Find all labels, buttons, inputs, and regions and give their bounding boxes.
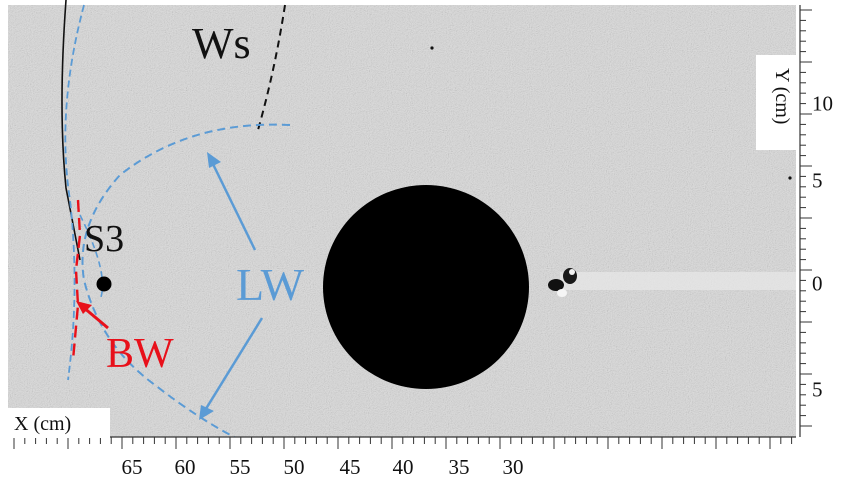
wake-feature-1 [548, 279, 564, 291]
y-title-box [756, 55, 797, 150]
x-tick-label: 50 [283, 455, 305, 479]
lw-outer-curve [64, 4, 85, 381]
x-tick-label: 65 [121, 455, 143, 479]
s3-marker [96, 276, 112, 292]
bw-arrow-line [82, 305, 109, 330]
x-title-box [8, 408, 110, 438]
dark-disk [323, 185, 529, 389]
lw-arc [81, 123, 291, 441]
y-tick-label: 0 [812, 271, 823, 296]
x-axis-minor-ticks [13, 437, 793, 449]
x-axis-panel [0, 437, 796, 488]
x-tick-label: 45 [339, 455, 361, 479]
label-lw: LW [236, 259, 305, 310]
lw-inner-curve [79, 214, 104, 301]
x-axis-title: X (cm) [14, 413, 72, 435]
ws-dashed-curve [257, 4, 286, 131]
wake-feature-3 [557, 289, 567, 297]
y-tick-label: 5 [812, 168, 823, 193]
label-ws: Ws [192, 19, 251, 68]
label-bw: BW [106, 331, 174, 377]
ws-shock-curve [61, 0, 81, 261]
x-tick-label: 60 [174, 455, 196, 479]
lw-arrow-lower-line [202, 317, 264, 413]
horizontal-streak [560, 272, 796, 290]
speck-2 [788, 176, 792, 180]
x-tick-label: 55 [229, 455, 251, 479]
y-axis-panel [796, 0, 848, 488]
y-axis-title: Y (cm) [771, 68, 793, 125]
bw-arrow-head [76, 301, 92, 314]
label-s3: S3 [84, 218, 125, 260]
x-tick-label: 30 [502, 455, 524, 479]
x-tick-label: 40 [392, 455, 414, 479]
speck-1 [430, 46, 434, 50]
bw-dashed-curve [71, 199, 82, 361]
lw-arrow-upper-line [209, 159, 257, 251]
x-tick-label: 35 [448, 455, 470, 479]
lw-arrow-lower-head [199, 405, 214, 420]
y-axis-minor-ticks [800, 9, 812, 427]
lw-arrow-upper-head [207, 152, 221, 168]
y-tick-label: 10 [812, 91, 833, 116]
y-tick-label: 5 [812, 377, 823, 402]
wake-feature-4 [569, 269, 575, 275]
